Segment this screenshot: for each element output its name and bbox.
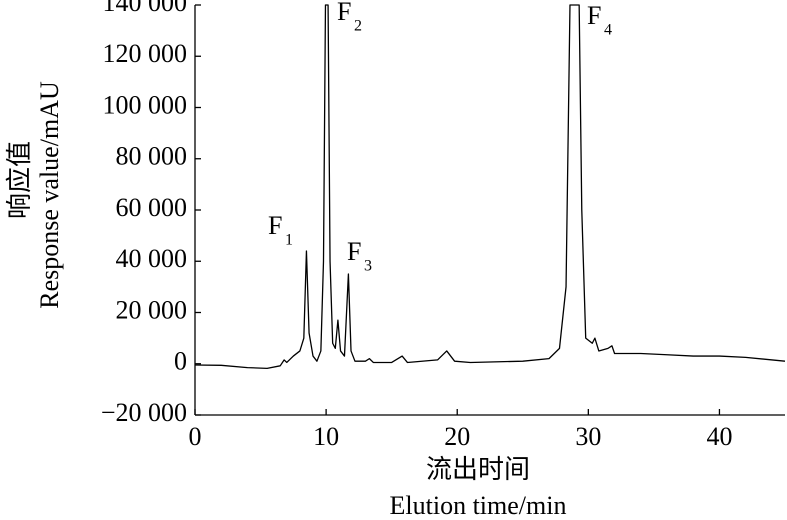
y-tick-label: 100 000	[103, 90, 188, 119]
y-tick-label: 140 000	[103, 0, 188, 17]
line-series	[195, 4, 786, 370]
x-tick-label: 30	[575, 422, 601, 451]
annotation-subscript: 2	[354, 18, 362, 35]
x-label: Elution time/min	[390, 491, 567, 520]
annotation: F	[587, 1, 601, 30]
annotation: F	[268, 211, 282, 240]
plot-area	[195, 4, 786, 370]
annotation-subscript: 3	[364, 258, 372, 275]
x-label: 流出时间	[426, 455, 530, 484]
y-label: 响应值	[5, 141, 34, 219]
annotation-subscript: 1	[285, 232, 293, 249]
x-tick-label: 0	[189, 422, 202, 451]
y-label: Response value/mAU	[35, 81, 64, 309]
y-tick-label: 40 000	[116, 244, 188, 273]
y-tick-label: 20 000	[116, 295, 188, 324]
annotation: F	[337, 0, 351, 26]
y-tick-label: 80 000	[116, 142, 188, 171]
x-tick-label: 10	[313, 422, 339, 451]
annotation: F	[347, 237, 361, 266]
y-tick-label: 120 000	[103, 39, 188, 68]
x-tick-label: 20	[444, 422, 470, 451]
y-tick-label: −20 000	[101, 398, 187, 427]
annotation-subscript: 4	[604, 22, 612, 39]
y-tick-label: 0	[174, 347, 187, 376]
y-tick-label: 60 000	[116, 193, 188, 222]
x-tick-label: 40	[706, 422, 732, 451]
